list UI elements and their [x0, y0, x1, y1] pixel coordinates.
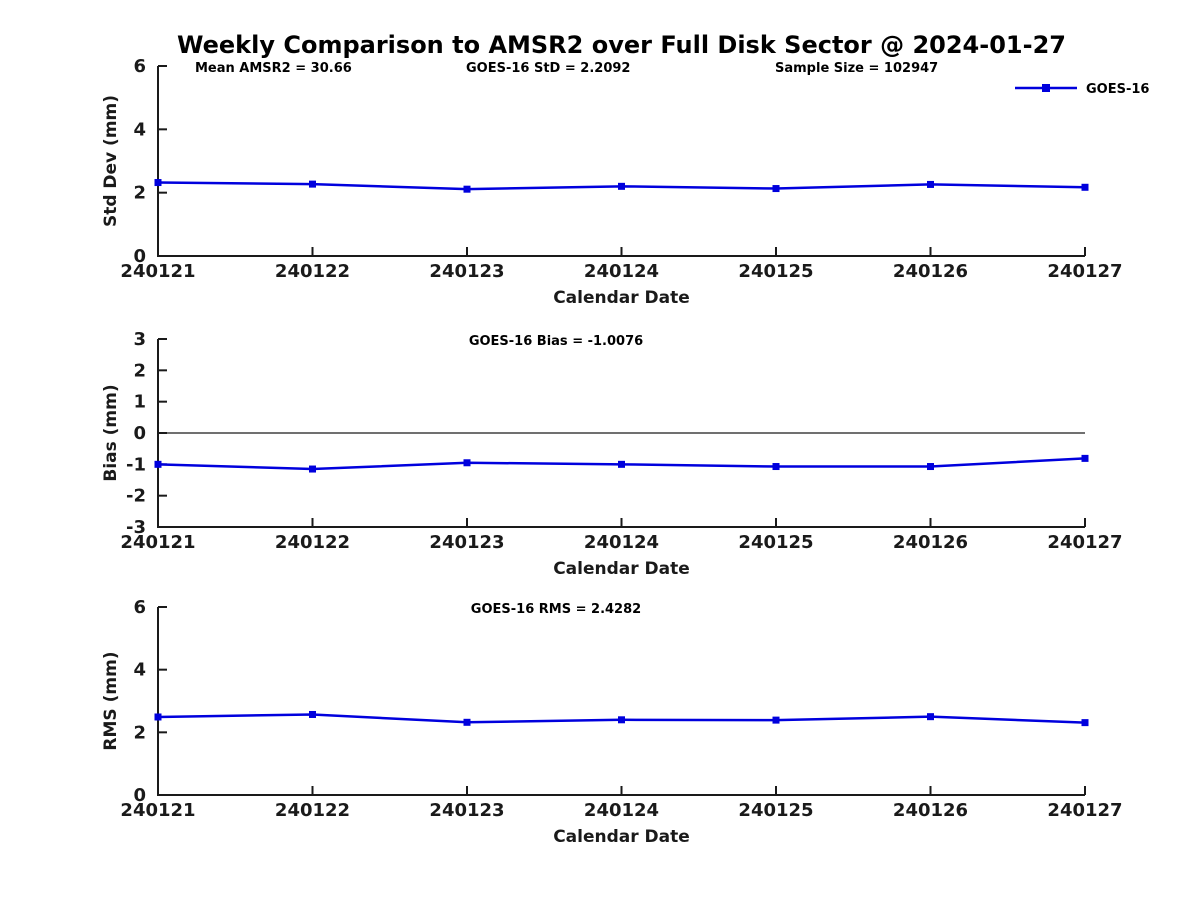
figure-title: Weekly Comparison to AMSR2 over Full Dis… [177, 31, 1066, 59]
x-tick-label: 240126 [893, 532, 968, 553]
y-tick-label: -3 [126, 517, 146, 538]
x-axis-label: Calendar Date [553, 559, 690, 579]
x-axis-label: Calendar Date [553, 288, 690, 308]
x-tick-label: 240125 [738, 261, 813, 282]
data-point-marker [927, 180, 934, 188]
data-point-marker [772, 185, 780, 193]
data-point-marker [927, 713, 934, 721]
x-tick-label: 240123 [429, 532, 504, 553]
x-tick-label: 240121 [120, 261, 195, 282]
data-point-marker [618, 182, 625, 190]
annotation-text: GOES-16 StD = 2.2092 [466, 61, 630, 76]
x-tick-label: 240123 [429, 261, 504, 282]
y-tick-label: 6 [133, 56, 146, 77]
x-tick-label: 240122 [275, 261, 350, 282]
x-tick-label: 240127 [1047, 800, 1122, 821]
y-tick-label: 0 [133, 423, 146, 444]
legend-marker [1042, 84, 1050, 92]
y-tick-label: 2 [133, 722, 146, 743]
data-point-marker [927, 463, 934, 471]
y-axis-label: Bias (mm) [101, 384, 121, 481]
data-point-marker [154, 460, 162, 468]
x-axis-label: Calendar Date [553, 827, 690, 847]
y-tick-label: -1 [126, 454, 146, 475]
x-tick-label: 240121 [120, 532, 195, 553]
data-point-marker [463, 185, 471, 193]
y-tick-label: 2 [133, 360, 146, 381]
y-tick-label: 0 [133, 246, 146, 267]
data-point-marker [1081, 719, 1089, 727]
x-tick-label: 240122 [275, 532, 350, 553]
y-tick-label: 3 [133, 329, 146, 350]
data-point-marker [463, 718, 471, 726]
x-tick-label: 240124 [584, 800, 659, 821]
y-tick-label: 1 [133, 392, 146, 413]
x-tick-label: 240126 [893, 800, 968, 821]
x-tick-label: 240127 [1047, 261, 1122, 282]
y-tick-label: 4 [133, 660, 146, 681]
x-tick-label: 240124 [584, 532, 659, 553]
x-tick-label: 240126 [893, 261, 968, 282]
data-point-marker [772, 463, 780, 471]
y-tick-label: 2 [133, 183, 146, 204]
y-tick-label: 0 [133, 785, 146, 806]
data-point-marker [1081, 454, 1089, 462]
y-axis-label: Std Dev (mm) [101, 95, 121, 227]
data-point-marker [309, 180, 316, 188]
data-point-marker [1081, 183, 1089, 191]
data-point-marker [154, 179, 162, 187]
annotation-text: GOES-16 Bias = -1.0076 [469, 334, 643, 349]
x-tick-label: 240125 [738, 800, 813, 821]
data-point-marker [618, 460, 625, 468]
data-point-marker [309, 465, 316, 473]
data-point-marker [463, 459, 471, 467]
stddev-subplot: Mean AMSR2 = 30.66 GOES-16 StD = 2.2092 Sa… [101, 56, 1149, 308]
data-point-marker [618, 716, 625, 724]
annotation-text: Mean AMSR2 = 30.66 [195, 61, 352, 76]
x-tick-label: 240122 [275, 800, 350, 821]
legend-label: GOES-16 [1086, 82, 1149, 97]
data-point-marker [309, 710, 316, 718]
x-tick-label: 240124 [584, 261, 659, 282]
annotation-text: Sample Size = 102947 [775, 61, 938, 76]
data-point-marker [772, 716, 780, 724]
rms-subplot: GOES-16 RMS = 2.4282 0 2 4 6 240121 240122 2401… [101, 597, 1123, 847]
x-tick-label: 240125 [738, 532, 813, 553]
y-tick-label: 4 [133, 119, 146, 140]
x-tick-label: 240127 [1047, 532, 1122, 553]
y-tick-label: 6 [133, 597, 146, 618]
annotation-text: GOES-16 RMS = 2.4282 [471, 602, 641, 617]
x-tick-label: 240121 [120, 800, 195, 821]
data-point-marker [154, 713, 162, 721]
y-axis-label: RMS (mm) [101, 651, 121, 750]
x-tick-label: 240123 [429, 800, 504, 821]
y-tick-label: -2 [126, 486, 146, 507]
